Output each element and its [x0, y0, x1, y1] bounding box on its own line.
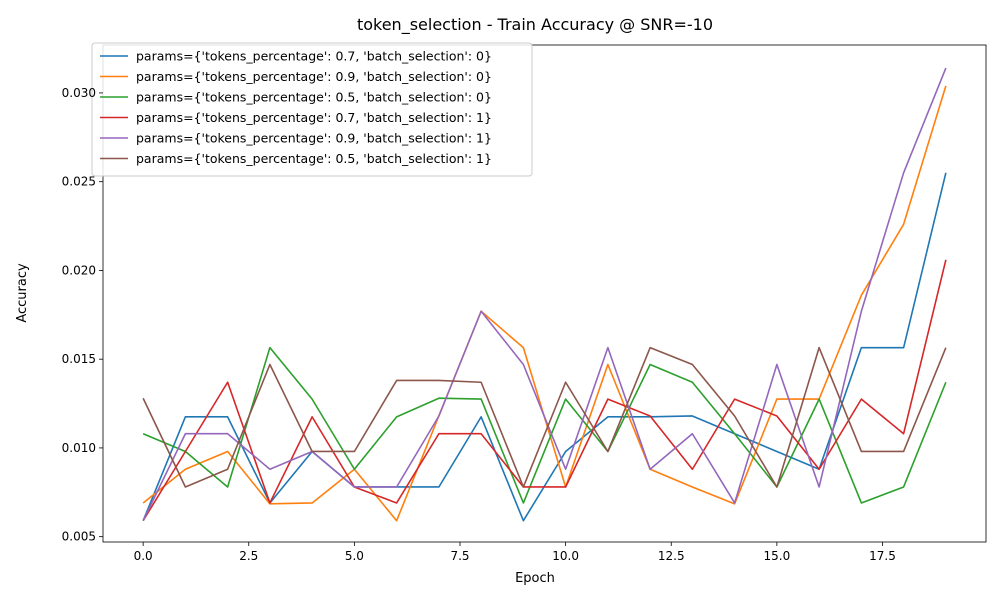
- series-line-1: [142, 172, 947, 522]
- legend-label: params={'tokens_percentage': 0.7, 'batch…: [136, 110, 492, 125]
- legend-label: params={'tokens_percentage': 0.5, 'batch…: [136, 151, 492, 166]
- x-tick-label: 15.0: [764, 549, 791, 563]
- plot-area: [142, 67, 947, 522]
- x-tick-label: 5.0: [345, 549, 364, 563]
- legend-box: [91, 42, 533, 177]
- y-tick-label: 0.030: [62, 86, 96, 100]
- series-line-6: [142, 346, 947, 488]
- legend-label: params={'tokens_percentage': 0.9, 'batch…: [136, 131, 492, 146]
- y-tick-label: 0.015: [62, 352, 96, 366]
- y-tick-label: 0.020: [62, 263, 96, 277]
- y-axis-label: Accuracy: [15, 263, 30, 323]
- x-tick-label: 0.0: [134, 549, 153, 563]
- y-tick-label: 0.005: [62, 530, 96, 544]
- x-tick-label: 7.5: [450, 549, 469, 563]
- x-tick-label: 12.5: [658, 549, 685, 563]
- plot-frame: [102, 44, 987, 543]
- legend: params={'tokens_percentage': 0.7, 'batch…: [91, 42, 533, 177]
- x-tick-label: 10.0: [552, 549, 579, 563]
- x-tick-label: 17.5: [869, 549, 896, 563]
- x-tick-label: 2.5: [239, 549, 258, 563]
- series-line-5: [142, 67, 947, 522]
- chart-title: token_selection - Train Accuracy @ SNR=-…: [357, 15, 713, 35]
- series-line-3: [142, 346, 947, 504]
- legend-label: params={'tokens_percentage': 0.9, 'batch…: [136, 69, 492, 84]
- legend-label: params={'tokens_percentage': 0.5, 'batch…: [136, 90, 492, 105]
- series-line-4: [142, 259, 947, 522]
- legend-label: params={'tokens_percentage': 0.7, 'batch…: [136, 49, 492, 64]
- y-tick-label: 0.010: [62, 441, 96, 455]
- y-tick-label: 0.025: [62, 175, 96, 189]
- x-axis-label: Epoch: [515, 571, 555, 586]
